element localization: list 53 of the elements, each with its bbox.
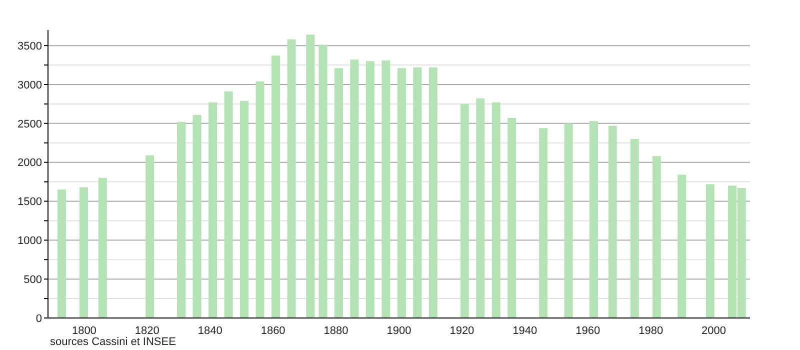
x-tick-label: 1820 [134,324,160,337]
y-tick-label: 3500 [18,40,42,52]
bar [146,155,154,318]
bar [192,114,202,318]
x-tick-label: 2000 [702,324,726,337]
x-tick-label: 1920 [450,324,474,337]
bar [350,60,359,318]
x-tick-label: 1880 [324,324,348,337]
bar [79,187,88,318]
y-tick-label: 2000 [18,157,42,170]
x-tick-label: 1800 [72,324,96,337]
y-tick-label: 3000 [18,79,42,92]
x-tick-label: 1960 [576,324,600,337]
bar [256,81,264,318]
bar [98,178,107,318]
x-tick-label: 1860 [260,324,286,337]
bar [318,44,328,318]
bar [397,68,406,318]
bar [224,91,233,318]
bar [460,104,469,318]
bar [413,67,422,318]
y-tick-label: 1500 [18,196,42,208]
y-tick-label: 1000 [18,235,42,248]
bar [272,56,280,318]
bar [476,98,485,318]
y-tick-label: 500 [24,274,42,286]
bar [334,68,343,318]
bar [589,121,598,318]
bar [706,184,714,318]
bar [564,123,573,318]
bar [492,102,500,318]
x-tick-label: 1980 [638,324,664,337]
source-note: sources Cassini et INSEE [50,336,177,348]
bar [608,126,617,318]
bar [208,102,218,318]
y-tick-label: 0 [36,312,42,325]
y-tick-label: 2500 [18,118,42,130]
bar [508,118,516,318]
x-tick-label: 1900 [386,324,412,337]
bar [678,174,686,318]
x-tick-label: 1940 [512,324,538,337]
bar [177,122,186,318]
bar [382,60,390,318]
bar [306,34,315,318]
bar [240,100,249,318]
bar [630,138,639,318]
bar [652,156,661,318]
bar [366,61,374,318]
bar [539,128,548,318]
bar [428,67,438,318]
x-tick-label: 1840 [198,324,222,337]
bar [57,190,66,318]
bar [287,39,296,318]
